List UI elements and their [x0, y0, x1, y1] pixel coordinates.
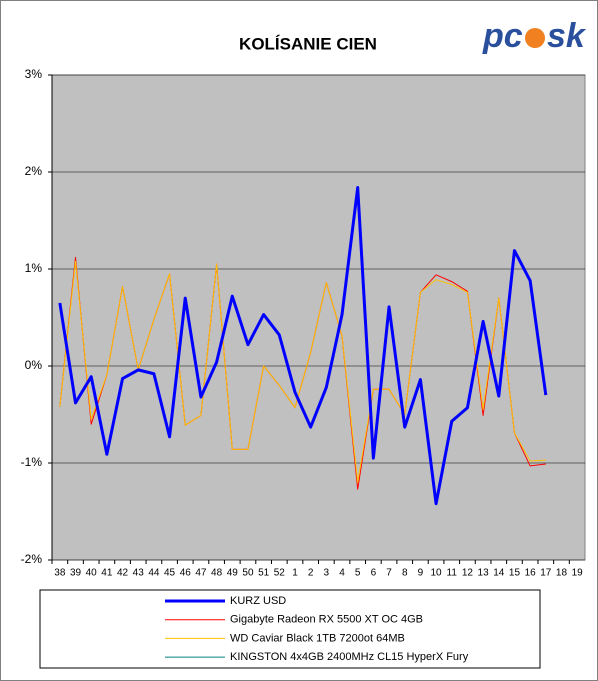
x-tick-label: 9: [418, 568, 424, 579]
x-tick-label: 7: [386, 568, 392, 579]
x-tick-label: 49: [227, 568, 239, 579]
x-tick-label: 48: [211, 568, 223, 579]
legend-label: KURZ USD: [230, 595, 286, 607]
x-tick-label: 16: [525, 568, 537, 579]
x-tick-label: 52: [274, 568, 286, 579]
x-tick-label: 14: [493, 568, 505, 579]
x-tick-label: 12: [462, 568, 474, 579]
legend-label: Gigabyte Radeon RX 5500 XT OC 4GB: [230, 614, 423, 626]
legend-label: WD Caviar Black 1TB 7200ot 64MB: [230, 632, 405, 644]
x-tick-label: 5: [355, 568, 361, 579]
x-tick-label: 41: [101, 568, 113, 579]
y-tick-label: 1%: [25, 261, 43, 275]
y-tick-label: -1%: [21, 455, 43, 469]
legend-box: [39, 589, 541, 669]
y-tick-label: 2%: [25, 164, 43, 178]
logo-text: pc: [482, 17, 523, 55]
x-tick-label: 19: [572, 568, 584, 579]
x-tick-label: 2: [308, 568, 314, 579]
x-tick-label: 40: [86, 568, 98, 579]
x-tick-label: 50: [242, 568, 254, 579]
logo-flame: [525, 28, 545, 48]
y-tick-label: 3%: [25, 67, 43, 81]
x-tick-label: 46: [180, 568, 192, 579]
x-tick-label: 13: [478, 568, 490, 579]
x-tick-label: 17: [540, 568, 552, 579]
series-line: [58, 186, 548, 506]
x-tick-label: 8: [402, 568, 408, 579]
x-tick-label: 1: [292, 568, 298, 579]
x-tick-label: 18: [556, 568, 568, 579]
x-tick-label: 6: [371, 568, 377, 579]
x-tick-label: 38: [54, 568, 66, 579]
x-tick-label: 43: [133, 568, 145, 579]
y-tick-label: 0%: [25, 358, 43, 372]
x-tick-label: 11: [447, 568, 458, 579]
x-tick-label: 39: [70, 568, 82, 579]
legend-label: KINGSTON 4x4GB 2400MHz CL15 HyperX Fury: [230, 651, 469, 663]
x-tick-label: 45: [164, 568, 176, 579]
x-tick-label: 42: [117, 568, 129, 579]
series-line: [59, 260, 546, 483]
x-tick-label: 15: [509, 568, 521, 579]
x-tick-label: 10: [431, 568, 443, 579]
x-tick-label: 3: [324, 568, 330, 579]
logo-text: sk: [547, 17, 587, 55]
chart-title: KOLÍSANIE CIEN: [239, 34, 377, 53]
x-tick-label: 47: [195, 568, 207, 579]
logo: pc sk: [482, 17, 587, 55]
x-tick-label: 4: [339, 568, 345, 579]
x-tick-label: 44: [148, 568, 160, 579]
x-tick-label: 51: [258, 568, 270, 579]
y-tick-label: -2%: [21, 552, 43, 566]
